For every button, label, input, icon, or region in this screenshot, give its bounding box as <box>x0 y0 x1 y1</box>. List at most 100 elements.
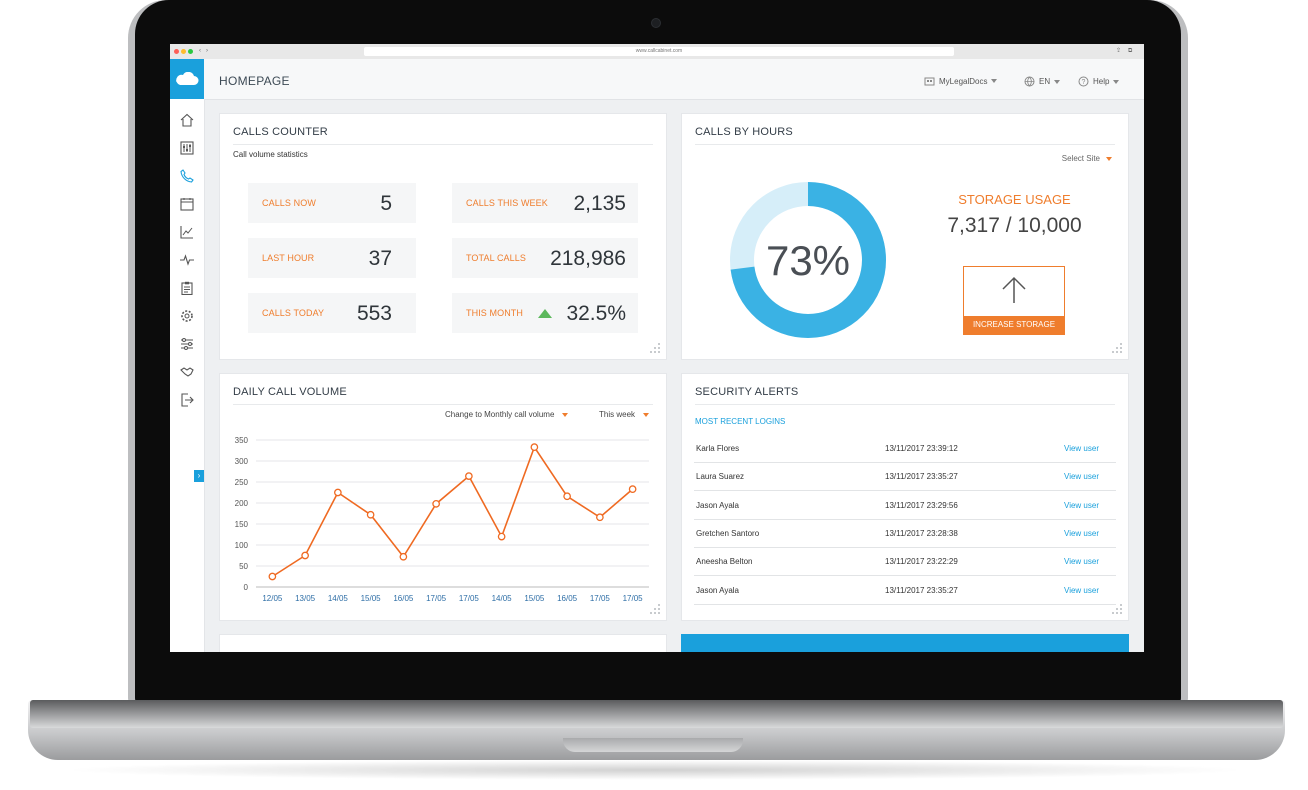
divider <box>233 404 653 405</box>
resize-handle-icon[interactable] <box>1112 604 1124 616</box>
webcam <box>651 18 661 28</box>
stat-value: 2,135 <box>573 192 626 215</box>
forward-icon[interactable]: › <box>206 48 208 54</box>
data-point <box>268 572 277 581</box>
x-tick-label: 15/05 <box>524 594 545 603</box>
login-timestamp: 13/11/2017 23:28:38 <box>885 528 958 538</box>
period-dropdown[interactable]: This week <box>599 410 650 419</box>
daily-call-volume-card: DAILY CALL VOLUME Change to Monthly call… <box>219 373 667 621</box>
x-tick-label: 17/05 <box>459 594 480 603</box>
x-tick-label: 12/05 <box>262 594 283 603</box>
login-row: Gretchen Santoro 13/11/2017 23:28:38 View … <box>694 519 1116 548</box>
resize-handle-icon[interactable] <box>650 604 662 616</box>
resize-handle-icon[interactable] <box>650 343 662 355</box>
login-timestamp: 13/11/2017 23:39:12 <box>885 444 958 453</box>
stat-value: 218,986 <box>550 247 626 270</box>
close-window-button[interactable] <box>174 49 179 54</box>
data-point <box>432 499 440 508</box>
login-timestamp: 13/11/2017 23:29:56 <box>885 500 958 510</box>
maximize-window-button[interactable] <box>188 49 193 54</box>
app-logo[interactable] <box>170 59 204 99</box>
tabs-icon[interactable]: ⧉ <box>1128 48 1133 54</box>
stat-label: THIS MONTH <box>466 308 523 318</box>
chart-icon <box>180 226 193 239</box>
address-bar[interactable]: www.callcabinet.com <box>364 47 954 56</box>
security-alerts-card: SECURITY ALERTS MOST RECENT LOGINS Karla… <box>681 373 1129 621</box>
sidebar-item-filters[interactable] <box>179 336 195 352</box>
globe-icon <box>1024 76 1035 87</box>
storage-donut: 73% <box>730 182 886 338</box>
stat-total-calls: TOTAL CALLS 218,986 <box>452 238 638 278</box>
building-icon <box>924 77 935 86</box>
x-tick-label: 13/05 <box>295 594 316 603</box>
help-label: Help <box>1093 77 1110 86</box>
stat-label: CALLS THIS WEEK <box>466 198 548 208</box>
login-row: Laura Suarez 13/11/2017 23:35:27 View user <box>694 462 1116 492</box>
login-user-name: Jason Ayala <box>696 585 739 595</box>
change-period-label: Change to Monthly call volume <box>445 410 555 419</box>
data-point <box>366 510 375 519</box>
trend-up-icon <box>538 309 552 318</box>
login-user-name: Gretchen Santoro <box>696 528 760 538</box>
sidebar-expand-button[interactable]: › <box>194 470 204 482</box>
data-point <box>497 532 506 541</box>
divider <box>695 144 1115 145</box>
account-dropdown[interactable]: MyLegalDocs <box>924 76 998 86</box>
help-dropdown[interactable]: ? Help <box>1078 76 1120 87</box>
gear-icon <box>181 310 193 322</box>
select-site-dropdown[interactable]: Select Site <box>1062 154 1112 163</box>
x-tick-label: 16/05 <box>557 594 578 603</box>
sidebar-item-logout[interactable] <box>179 392 195 408</box>
sidebar-item-settings[interactable] <box>179 308 195 324</box>
stat-label: CALLS TODAY <box>262 308 325 318</box>
login-row: Karla Flores 13/11/2017 23:39:12 View user <box>694 434 1116 463</box>
sidebar-item-activity[interactable] <box>179 252 195 268</box>
language-dropdown[interactable]: EN <box>1024 76 1061 87</box>
data-point <box>465 472 473 480</box>
view-user-link[interactable]: View user <box>1064 500 1099 510</box>
language-label: EN <box>1039 77 1051 86</box>
y-tick-label: 100 <box>235 541 249 550</box>
view-user-link[interactable]: View user <box>1064 472 1099 482</box>
sidebar-item-reports[interactable] <box>179 224 195 240</box>
data-point <box>628 485 637 493</box>
browser-bar: ‹ › www.callcabinet.com ⇪ ⧉ <box>170 44 1144 60</box>
resize-handle-icon[interactable] <box>1112 343 1124 355</box>
login-timestamp: 13/11/2017 23:22:29 <box>885 557 958 567</box>
laptop-keyboard-deck <box>30 700 1283 728</box>
stat-label: TOTAL CALLS <box>466 253 526 263</box>
daily-call-volume-chart: 0 50 100 150 200 250 300 350 12/05 13/05 14/05 15/0… <box>235 436 649 603</box>
page-title: HOMEPAGE <box>219 74 290 88</box>
account-name: MyLegalDocs <box>939 76 988 86</box>
view-user-link[interactable]: View user <box>1064 444 1099 453</box>
increase-storage-button[interactable]: INCREASE STORAGE <box>963 266 1065 335</box>
stat-value: 553 <box>356 302 392 325</box>
sidebar-item-tasks[interactable] <box>179 280 195 296</box>
sidebar-item-calendar[interactable] <box>179 196 195 212</box>
partial-card-right <box>681 634 1129 652</box>
sidebar-item-home[interactable] <box>179 112 195 128</box>
help-icon: ? <box>1078 76 1089 87</box>
divider <box>695 404 1115 405</box>
app-header: HOMEPAGE MyLegalDocs EN ? Help <box>204 59 1144 100</box>
home-icon <box>180 113 194 127</box>
select-site-label: Select Site <box>1061 154 1100 163</box>
view-user-link[interactable]: View user <box>1064 557 1099 567</box>
login-row: Jason Ayala 13/11/2017 23:35:27 View user <box>694 576 1116 605</box>
y-tick-label: 350 <box>235 436 249 445</box>
minimize-window-button[interactable] <box>181 49 186 54</box>
chevron-down-icon <box>1106 156 1112 161</box>
view-user-link[interactable]: View user <box>1064 585 1099 595</box>
sidebar-item-dashboard[interactable] <box>179 140 195 156</box>
sidebar-item-calls[interactable] <box>179 168 195 184</box>
sidebar: › <box>170 99 205 652</box>
share-icon[interactable]: ⇪ <box>1116 48 1122 54</box>
calls-by-hours-card: CALLS BY HOURS Select Site 73% STORAGE U… <box>681 113 1129 360</box>
back-icon[interactable]: ‹ <box>199 48 201 54</box>
view-user-link[interactable]: View user <box>1064 528 1099 538</box>
dashboard-icon <box>180 141 194 155</box>
login-timestamp: 13/11/2017 23:35:27 <box>885 472 958 482</box>
sidebar-item-partners[interactable] <box>179 364 195 380</box>
change-period-link[interactable]: Change to Monthly call volume <box>445 410 569 419</box>
arrow-up-icon <box>1002 276 1026 303</box>
